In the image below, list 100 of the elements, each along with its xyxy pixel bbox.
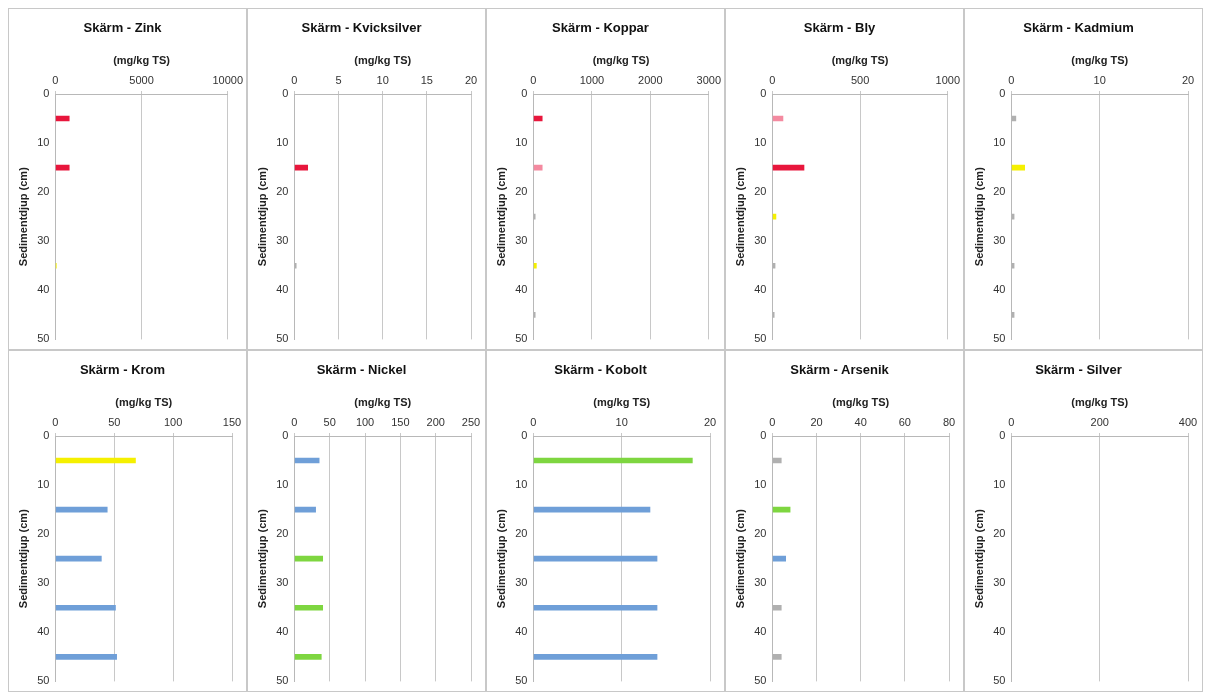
y-tick-label: 10 — [754, 478, 767, 491]
x-tick-label: 50 — [323, 416, 336, 429]
y-tick-label: 50 — [276, 674, 289, 687]
y-axis-title: Sedimentdjup (cm) — [494, 508, 507, 609]
x-axis-title: (mg/kg TS) — [592, 54, 650, 67]
x-tick-label: 0 — [52, 74, 59, 87]
chart-title: Skärm - Nickel — [316, 362, 407, 378]
x-tick-label: 20 — [464, 74, 478, 87]
x-axis-title: (mg/kg TS) — [354, 54, 412, 67]
y-tick-label: 30 — [276, 576, 289, 589]
y-tick-label: 50 — [515, 332, 528, 345]
x-tick-label: 1000 — [935, 74, 961, 87]
y-tick-label: 20 — [276, 527, 289, 540]
y-tick-label: 40 — [993, 283, 1006, 296]
x-tick-label: 0 — [291, 74, 298, 87]
x-tick-label: 80 — [942, 416, 956, 429]
x-tick-label: 20 — [1181, 74, 1195, 87]
x-tick-label: 500 — [850, 74, 870, 87]
x-tick-label: 0 — [769, 416, 776, 429]
y-tick-label: 50 — [37, 674, 50, 687]
chart-title: Skärm - Kobolt — [554, 362, 648, 378]
x-tick-label: 10 — [376, 74, 389, 87]
y-tick-label: 40 — [993, 625, 1006, 638]
x-tick-label: 1000 — [579, 74, 605, 87]
bar — [55, 604, 116, 611]
y-tick-label: 10 — [276, 478, 289, 491]
chart-title: Skärm - Silver — [1035, 362, 1122, 378]
x-tick-label: 20 — [810, 416, 823, 429]
y-tick-label: 30 — [276, 234, 289, 247]
y-tick-label: 40 — [754, 283, 767, 296]
x-tick-label: 150 — [391, 416, 410, 429]
y-tick-label: 30 — [754, 576, 767, 589]
y-tick-label: 10 — [37, 136, 50, 149]
y-tick-label: 10 — [37, 478, 50, 491]
x-tick-label: 0 — [1008, 416, 1015, 429]
chart-title: Skärm - Kvicksilver — [301, 20, 422, 36]
x-tick-label: 200 — [426, 416, 445, 429]
y-axis-title: Sedimentdjup (cm) — [255, 508, 268, 609]
chart-title: Skärm - Bly — [803, 20, 877, 36]
y-tick-label: 10 — [754, 136, 767, 149]
bar — [533, 262, 537, 269]
x-tick-label: 0 — [291, 416, 298, 429]
x-tick-label: 0 — [769, 74, 776, 87]
y-tick-label: 10 — [515, 478, 528, 491]
y-axis-title: Sedimentdjup (cm) — [972, 508, 985, 609]
y-tick-label: 20 — [754, 185, 767, 198]
y-axis-title: Sedimentdjup (cm) — [16, 508, 29, 609]
x-tick-label: 250 — [461, 416, 481, 429]
y-tick-label: 40 — [515, 625, 528, 638]
x-axis-title: (mg/kg TS) — [1071, 396, 1129, 409]
x-tick-label: 100 — [163, 416, 183, 429]
y-tick-label: 20 — [993, 527, 1006, 540]
y-tick-label: 30 — [754, 234, 767, 247]
bar — [55, 654, 117, 660]
x-tick-label: 3000 — [696, 74, 722, 87]
x-tick-label: 0 — [530, 74, 537, 87]
bar — [533, 555, 658, 562]
bar — [533, 654, 658, 660]
y-tick-label: 30 — [515, 576, 528, 589]
y-tick-label: 40 — [515, 283, 528, 296]
bar — [55, 555, 102, 562]
y-tick-label: 50 — [993, 674, 1006, 687]
y-tick-label: 50 — [993, 332, 1006, 345]
y-tick-label: 10 — [276, 136, 289, 149]
y-tick-label: 0 — [282, 87, 289, 100]
y-tick-label: 30 — [515, 234, 528, 247]
x-axis-title: (mg/kg TS) — [113, 54, 171, 67]
y-tick-label: 0 — [760, 429, 767, 442]
y-tick-label: 50 — [37, 332, 50, 345]
y-tick-label: 30 — [37, 234, 50, 247]
y-tick-label: 10 — [993, 478, 1006, 491]
x-tick-label: 60 — [898, 416, 911, 429]
x-tick-label: 10 — [615, 416, 628, 429]
y-axis-title: Sedimentdjup (cm) — [733, 508, 746, 609]
y-axis-title: Sedimentdjup (cm) — [255, 166, 268, 267]
y-tick-label: 0 — [760, 87, 767, 100]
y-tick-label: 40 — [276, 625, 289, 638]
y-tick-label: 20 — [515, 527, 528, 540]
x-tick-label: 10000 — [212, 74, 243, 87]
y-tick-label: 20 — [993, 185, 1006, 198]
y-tick-label: 20 — [37, 185, 50, 198]
y-tick-label: 40 — [37, 283, 50, 296]
x-tick-label: 0 — [52, 416, 59, 429]
y-tick-label: 40 — [37, 625, 50, 638]
chart-title: Skärm - Zink — [83, 20, 163, 36]
x-tick-label: 40 — [854, 416, 867, 429]
x-axis-title: (mg/kg TS) — [1071, 54, 1129, 67]
x-axis-title: (mg/kg TS) — [593, 396, 651, 409]
x-tick-label: 5 — [335, 74, 342, 87]
x-tick-label: 100 — [355, 416, 375, 429]
chart-title: Skärm - Koppar — [552, 20, 649, 36]
chart-title: Skärm - Arsenik — [790, 362, 890, 378]
y-tick-label: 30 — [37, 576, 50, 589]
y-tick-label: 0 — [43, 429, 50, 442]
x-axis-title: (mg/kg TS) — [354, 396, 412, 409]
y-axis-title: Sedimentdjup (cm) — [16, 166, 29, 267]
y-axis-title: Sedimentdjup (cm) — [494, 166, 507, 267]
y-tick-label: 30 — [993, 576, 1006, 589]
x-axis-title: (mg/kg TS) — [832, 396, 890, 409]
y-tick-label: 40 — [276, 283, 289, 296]
